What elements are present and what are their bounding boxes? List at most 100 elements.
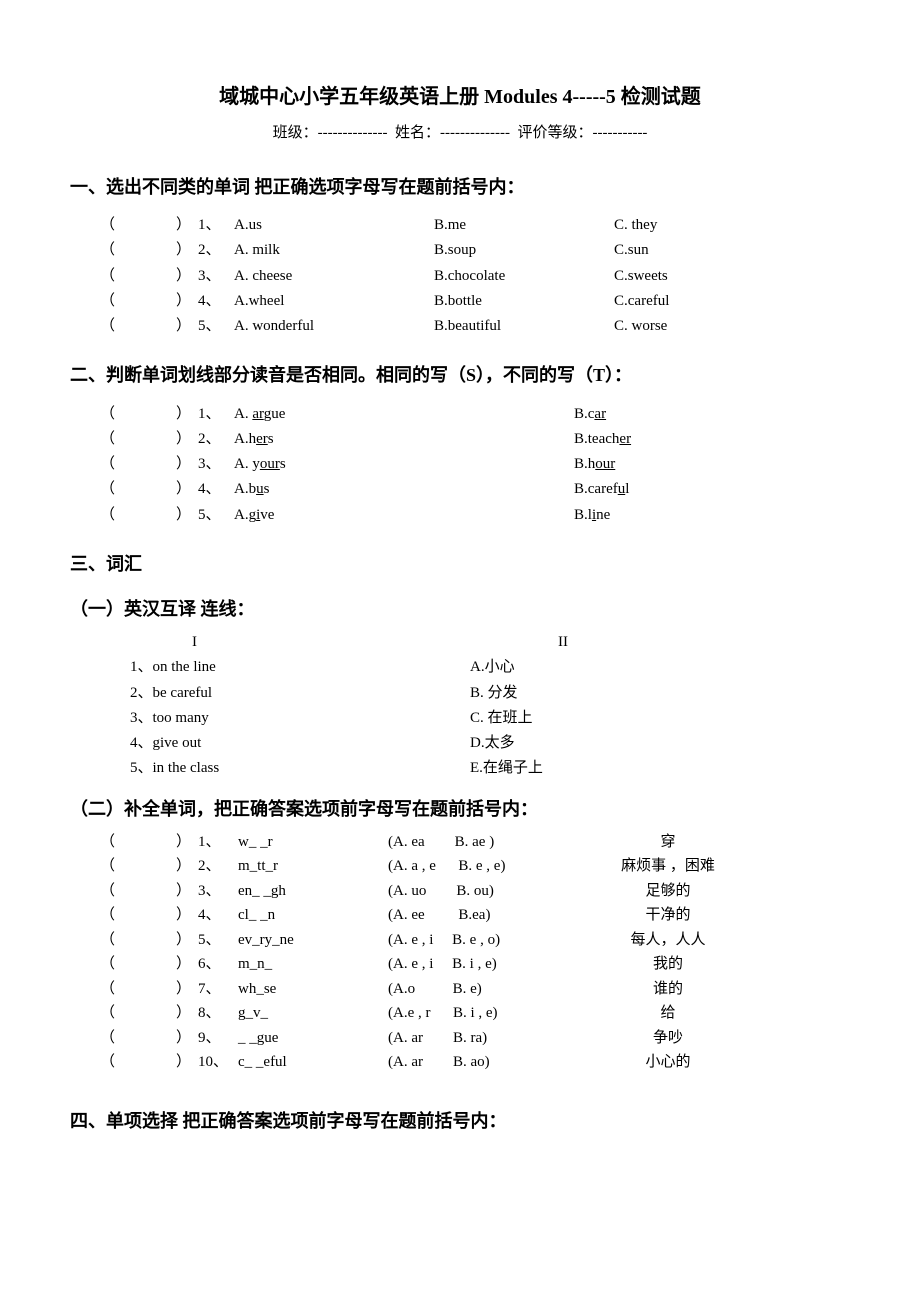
paren-close: ） bbox=[176, 929, 198, 952]
q-number: 4、 bbox=[198, 478, 234, 501]
section1-heading: 一、选出不同类的单词 把正确选项字母写在题前括号内： bbox=[70, 170, 850, 204]
paren-close: ） bbox=[176, 239, 198, 262]
fill-options: (A. e , i B. i , e) bbox=[388, 953, 588, 976]
paren-close: ） bbox=[176, 428, 198, 451]
option-a: A. argue bbox=[234, 403, 574, 426]
q-number: 2、 bbox=[198, 428, 234, 451]
paren-close: ） bbox=[176, 904, 198, 927]
page-title: 域城中心小学五年级英语上册 Modules 4-----5 检测试题 bbox=[70, 80, 850, 109]
option-b: B.hour bbox=[574, 453, 615, 476]
fill-row: （）2、m_tt_r(A. a , e B. e , e)麻烦事 ，困难 bbox=[100, 855, 850, 878]
option-a: A. milk bbox=[234, 239, 434, 262]
q-number: 8、 bbox=[198, 1002, 238, 1025]
s2-row: （ ）1、A. argueB.car bbox=[100, 403, 850, 426]
paren-open: （ bbox=[100, 214, 118, 237]
fill-meaning: 争吵 bbox=[588, 1027, 748, 1050]
s2-row: （ ）5、A.giveB.line bbox=[100, 504, 850, 527]
option-b: B.car bbox=[574, 403, 606, 426]
fill-options: (A. a , e B. e , e) bbox=[388, 855, 588, 878]
fill-options: (A. e , i B. e , o) bbox=[388, 929, 588, 952]
option-c: C.sun bbox=[614, 239, 764, 262]
col-ii: II bbox=[532, 631, 850, 654]
fill-row: （）7、wh_se(A.o B. e)谁的 bbox=[100, 978, 850, 1001]
paren-open: （ bbox=[100, 290, 118, 313]
fill-row: （）10、c_ _eful(A. ar B. ao)小心的 bbox=[100, 1051, 850, 1074]
option-a: A.bus bbox=[234, 478, 574, 501]
fill-word: m_n_ bbox=[238, 953, 388, 976]
q-number: 3、 bbox=[198, 453, 234, 476]
s1-row: （）1、A.usB.meC. they bbox=[100, 214, 850, 237]
option-a: A.hers bbox=[234, 428, 574, 451]
fill-meaning: 给 bbox=[588, 1002, 748, 1025]
s1-row: （）3、A. cheeseB.chocolateC.sweets bbox=[100, 265, 850, 288]
match-left: 1、on the line bbox=[130, 656, 470, 679]
q-number: 4、 bbox=[198, 290, 234, 313]
option-a: A.give bbox=[234, 504, 574, 527]
paren-open: （ bbox=[100, 478, 118, 501]
fill-meaning: 我的 bbox=[588, 953, 748, 976]
grade-blank[interactable]: ----------- bbox=[592, 125, 647, 141]
option-c: C.sweets bbox=[614, 265, 764, 288]
fill-meaning: 足够的 bbox=[588, 880, 748, 903]
paren-open: （ bbox=[100, 855, 118, 878]
match-row: 5、in the classE.在绳子上 bbox=[130, 757, 850, 780]
match-row: 4、give outD.太多 bbox=[130, 732, 850, 755]
q-number: 5、 bbox=[198, 504, 234, 527]
paren-open: （ bbox=[100, 239, 118, 262]
option-a: A.wheel bbox=[234, 290, 434, 313]
fill-meaning: 穿 bbox=[588, 831, 748, 854]
paren-open: （ bbox=[100, 880, 118, 903]
q-number: 1、 bbox=[198, 214, 234, 237]
section3-sub2-heading: （二）补全单词，把正确答案选项前字母写在题前括号内： bbox=[70, 795, 850, 821]
paren-open: （ bbox=[100, 978, 118, 1001]
s2-row: （）4、A.busB.careful bbox=[100, 478, 850, 501]
q-number: 1、 bbox=[198, 403, 234, 426]
fill-options: (A.e , r B. i , e) bbox=[388, 1002, 588, 1025]
fill-options: (A. ee B.ea) bbox=[388, 904, 588, 927]
fill-word: ev_ry_ne bbox=[238, 929, 388, 952]
section3-sub1-heading: （一）英汉互译 连线： bbox=[70, 595, 850, 621]
option-a: A.us bbox=[234, 214, 434, 237]
paren-close: ） bbox=[176, 315, 198, 338]
fill-word: en_ _gh bbox=[238, 880, 388, 903]
fill-options: (A. ar B. ao) bbox=[388, 1051, 588, 1074]
paren-close: ） bbox=[176, 504, 198, 527]
grade-label: 评价等级： bbox=[517, 125, 592, 141]
paren-close: ） bbox=[176, 403, 198, 426]
fill-word: w_ _r bbox=[238, 831, 388, 854]
option-c: C.careful bbox=[614, 290, 764, 313]
match-left: 4、give out bbox=[130, 732, 470, 755]
fill-word: g_v_ bbox=[238, 1002, 388, 1025]
paren-open: （ bbox=[100, 1051, 118, 1074]
match-header: I II bbox=[130, 631, 850, 654]
match-right: E.在绳子上 bbox=[470, 757, 850, 780]
fill-options: (A.o B. e) bbox=[388, 978, 588, 1001]
fill-options: (A. uo B. ou) bbox=[388, 880, 588, 903]
paren-open: （ bbox=[100, 428, 118, 451]
q-number: 5、 bbox=[198, 929, 238, 952]
match-right: C. 在班上 bbox=[470, 707, 850, 730]
fill-word: _ _gue bbox=[238, 1027, 388, 1050]
paren-open: （ bbox=[100, 504, 118, 527]
paren-close: ） bbox=[176, 453, 198, 476]
fill-meaning: 每人，人人 bbox=[588, 929, 748, 952]
s1-row: （）2、A. milkB.soupC.sun bbox=[100, 239, 850, 262]
section3-heading: 三、词汇 bbox=[70, 547, 850, 581]
fill-row: （）3、en_ _gh(A. uo B. ou)足够的 bbox=[100, 880, 850, 903]
fill-word: cl_ _n bbox=[238, 904, 388, 927]
match-row: 1、on the lineA.小心 bbox=[130, 656, 850, 679]
fill-word: c_ _eful bbox=[238, 1051, 388, 1074]
option-b: B.line bbox=[574, 504, 610, 527]
fill-word: m_tt_r bbox=[238, 855, 388, 878]
paren-close: ） bbox=[176, 1027, 198, 1050]
paren-open: （ bbox=[100, 904, 118, 927]
q-number: 2、 bbox=[198, 239, 234, 262]
fill-options: (A. ea B. ae ) bbox=[388, 831, 588, 854]
paren-open: （ bbox=[100, 403, 118, 426]
class-label: 班级： bbox=[273, 125, 318, 141]
col-i: I bbox=[130, 631, 532, 654]
fill-word: wh_se bbox=[238, 978, 388, 1001]
class-blank[interactable]: -------------- bbox=[318, 125, 388, 141]
match-right: D.太多 bbox=[470, 732, 850, 755]
name-blank[interactable]: -------------- bbox=[440, 125, 510, 141]
